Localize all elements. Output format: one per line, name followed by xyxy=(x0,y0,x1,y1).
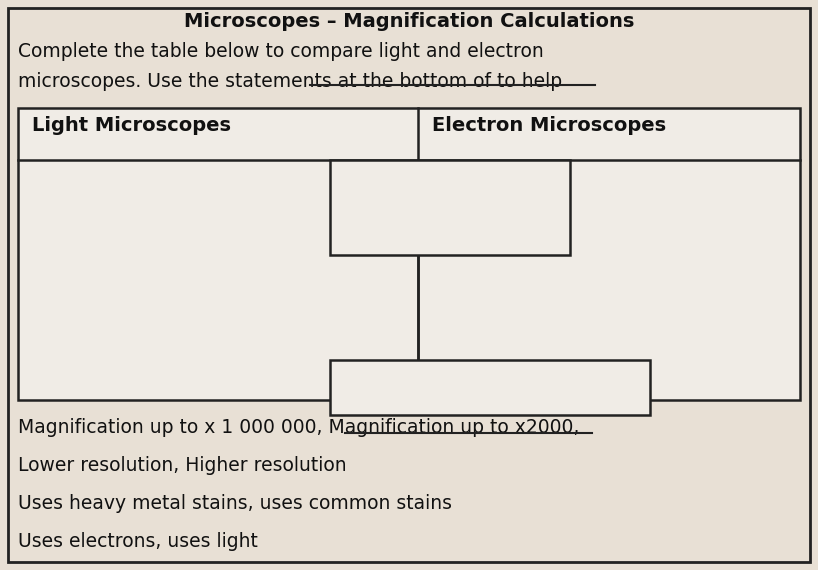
Text: Electron Microscopes: Electron Microscopes xyxy=(432,116,666,135)
Text: Complete the table below to compare light and electron: Complete the table below to compare ligh… xyxy=(18,42,544,61)
Bar xyxy=(330,160,570,255)
Text: Uses electrons, uses light: Uses electrons, uses light xyxy=(18,532,258,551)
Bar xyxy=(330,360,650,415)
Bar xyxy=(332,398,648,406)
Text: microscopes. Use the statements at the bottom of to help: microscopes. Use the statements at the b… xyxy=(18,72,562,91)
Bar xyxy=(18,108,800,400)
Text: Lower resolution, Higher resolution: Lower resolution, Higher resolution xyxy=(18,456,347,475)
Text: Microscopes – Magnification Calculations: Microscopes – Magnification Calculations xyxy=(184,12,634,31)
Text: Magnification up to x 1 000 000, Magnification up to x2000,: Magnification up to x 1 000 000, Magnifi… xyxy=(18,418,579,437)
Text: Uses heavy metal stains, uses common stains: Uses heavy metal stains, uses common sta… xyxy=(18,494,452,513)
Text: Light Microscopes: Light Microscopes xyxy=(32,116,231,135)
